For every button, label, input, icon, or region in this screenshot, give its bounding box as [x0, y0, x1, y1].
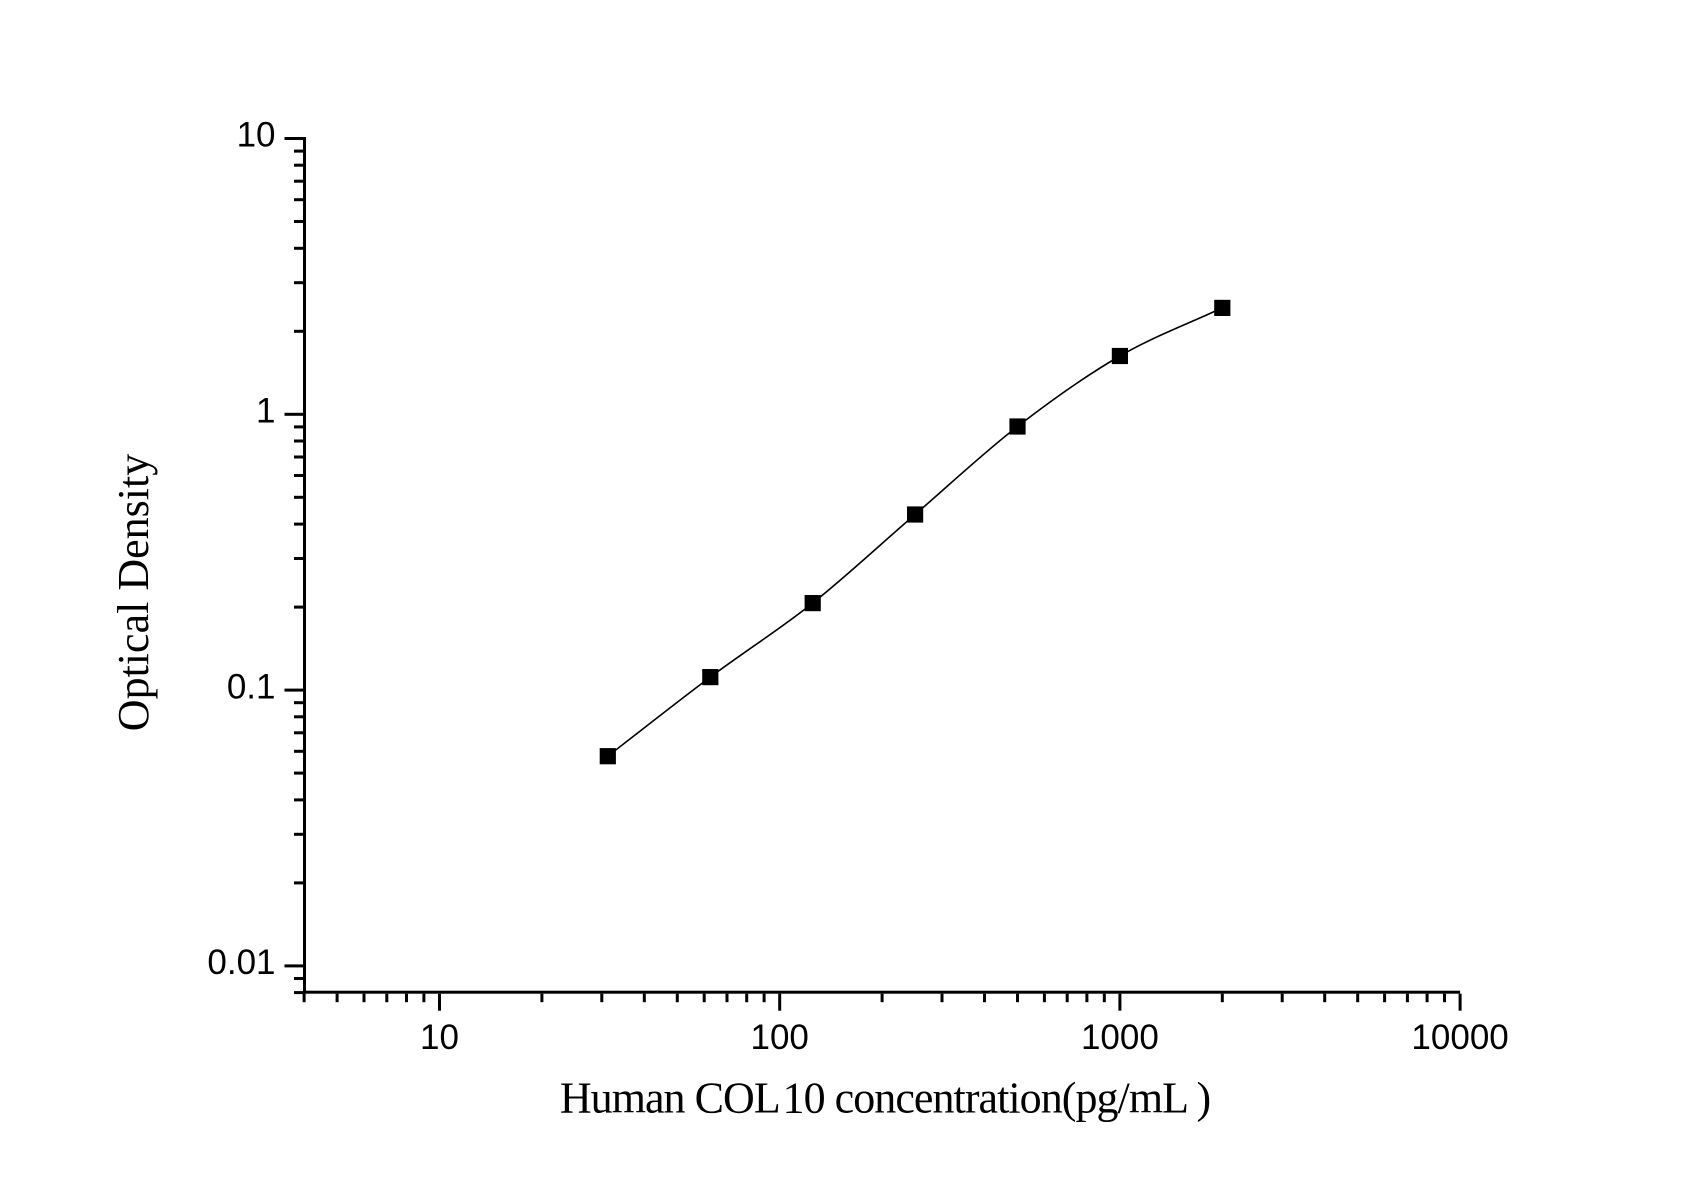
svg-text:0.01: 0.01 [207, 943, 275, 982]
svg-text:Human COL 10 concentration(pg/: Human COL 10 concentration(pg/mL ) [560, 1074, 1210, 1123]
svg-text:100: 100 [750, 1018, 808, 1057]
svg-text:1: 1 [256, 392, 275, 431]
svg-text:Optical Density: Optical Density [109, 454, 158, 731]
svg-text:10: 10 [420, 1018, 459, 1057]
svg-text:1000: 1000 [1081, 1018, 1159, 1057]
svg-text:10: 10 [237, 116, 276, 155]
svg-text:0.1: 0.1 [227, 667, 276, 706]
svg-text:10000: 10000 [1411, 1018, 1508, 1057]
